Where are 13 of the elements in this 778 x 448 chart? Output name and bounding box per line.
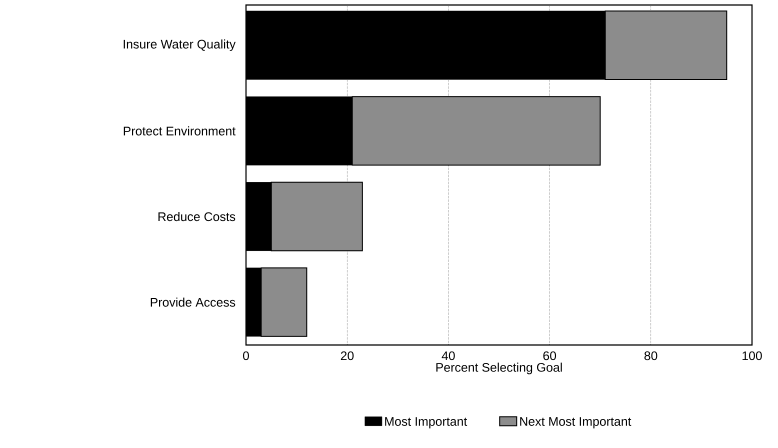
y-tick-label: Insure Water Quality bbox=[124, 39, 236, 52]
x-tick-label: 20 bbox=[340, 351, 354, 360]
y-tick-label: Reduce Costs bbox=[158, 212, 236, 222]
x-tick-label: 80 bbox=[644, 351, 658, 360]
x-tick-label: 0 bbox=[243, 351, 249, 360]
legend-label: Next Most Important bbox=[520, 417, 632, 428]
x-tick-label: 60 bbox=[543, 351, 556, 360]
y-tick-label: Protect Environment bbox=[124, 126, 236, 136]
x-tick-label: 40 bbox=[442, 351, 455, 360]
legend-label: Most Important bbox=[385, 417, 468, 428]
y-tick-label: Provide Access bbox=[150, 298, 236, 307]
x-axis-title: Percent Selecting Goal bbox=[436, 362, 562, 374]
x-tick-label: 100 bbox=[742, 351, 762, 360]
